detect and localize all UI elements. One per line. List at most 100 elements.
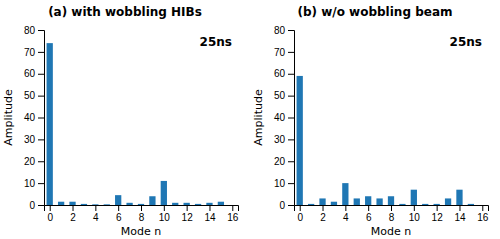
tick: 10 <box>24 178 44 189</box>
bar <box>456 190 462 205</box>
tick-mark <box>482 205 483 211</box>
x-axis-label: Mode n <box>121 225 161 238</box>
tick: 80 <box>274 25 294 36</box>
tick: 12 <box>182 205 194 223</box>
axis-line <box>38 31 45 206</box>
tick: 0 <box>297 205 303 223</box>
axis-line <box>288 31 295 206</box>
tick: 8 <box>139 205 145 223</box>
tick: 20 <box>24 156 44 167</box>
tick: 2 <box>320 205 326 223</box>
x-axis-label: Mode n <box>371 225 411 238</box>
bar <box>184 203 190 205</box>
tick-label: 8 <box>139 212 145 223</box>
tick-label: 10 <box>274 178 286 189</box>
tick: 10 <box>409 205 421 223</box>
tick-mark <box>50 205 51 211</box>
bar <box>342 183 348 205</box>
tick-label: 40 <box>24 112 36 123</box>
tick: 20 <box>274 156 294 167</box>
tick-label: 8 <box>389 212 395 223</box>
bar <box>81 204 87 205</box>
bar <box>206 203 212 205</box>
tick-label: 14 <box>204 212 216 223</box>
annotation: 25ns <box>200 35 232 49</box>
tick-label: 70 <box>274 47 286 58</box>
bar <box>376 198 382 205</box>
tick: 30 <box>274 134 294 145</box>
tick-mark <box>459 205 460 211</box>
tick-mark <box>38 74 44 75</box>
bar <box>388 196 394 205</box>
axis-line <box>45 206 239 212</box>
tick: 40 <box>24 112 44 123</box>
tick-label: 20 <box>274 156 286 167</box>
bar <box>149 196 155 205</box>
tick: 50 <box>24 90 44 101</box>
tick: 0 <box>47 205 53 223</box>
tick-label: 16 <box>477 212 489 223</box>
tick-label: 10 <box>24 178 36 189</box>
bar <box>331 202 337 205</box>
bar <box>138 204 144 205</box>
tick: 80 <box>24 25 44 36</box>
tick: 14 <box>204 205 216 223</box>
bar <box>58 202 64 205</box>
tick-label: 4 <box>343 212 349 223</box>
tick-label: 0 <box>297 212 303 223</box>
tick-mark <box>164 205 165 211</box>
tick-mark <box>437 205 438 211</box>
x-axis: 0246810121416 <box>295 205 489 223</box>
bar <box>161 181 167 205</box>
tick: 70 <box>274 47 294 58</box>
bar <box>308 204 314 205</box>
y-axis: 01020304050607080 <box>274 25 295 211</box>
tick-mark <box>232 205 233 211</box>
bar <box>411 190 417 205</box>
tick-mark <box>288 161 294 162</box>
tick-label: 30 <box>24 134 36 145</box>
tick: 6 <box>116 205 122 223</box>
tick-mark <box>288 183 294 184</box>
tick-mark <box>141 205 142 211</box>
bar <box>319 198 325 205</box>
axis-line <box>295 206 489 212</box>
tick-label: 4 <box>93 212 99 223</box>
tick-mark <box>288 139 294 140</box>
figure: (a) with wobbling HIBs024681012141601020… <box>0 0 500 239</box>
bar <box>354 198 360 205</box>
tick-mark <box>38 118 44 119</box>
tick-mark <box>414 205 415 211</box>
tick-mark <box>300 205 301 211</box>
tick-label: 10 <box>409 212 421 223</box>
bar <box>69 202 75 205</box>
bar <box>115 195 121 205</box>
tick-label: 70 <box>24 47 36 58</box>
tick: 8 <box>389 205 395 223</box>
tick-mark <box>38 161 44 162</box>
bar <box>126 203 132 205</box>
tick-mark <box>288 96 294 97</box>
tick-mark <box>73 205 74 211</box>
tick-label: 50 <box>274 90 286 101</box>
tick: 0 <box>29 200 44 211</box>
tick: 50 <box>274 90 294 101</box>
tick: 60 <box>24 68 44 79</box>
tick-mark <box>288 30 294 31</box>
tick-label: 12 <box>182 212 194 223</box>
tick-mark <box>187 205 188 211</box>
tick-label: 6 <box>116 212 122 223</box>
tick-label: 20 <box>24 156 36 167</box>
tick-mark <box>288 205 294 206</box>
tick-mark <box>288 74 294 75</box>
tick: 10 <box>159 205 171 223</box>
annotation: 25ns <box>450 35 482 49</box>
tick-mark <box>38 205 44 206</box>
bar <box>399 204 405 205</box>
tick-label: 2 <box>320 212 326 223</box>
panel: (b) w/o wobbling beam0246810121416010203… <box>252 5 489 238</box>
tick-label: 60 <box>274 68 286 79</box>
bars <box>297 76 474 205</box>
tick: 4 <box>93 205 99 223</box>
tick-label: 40 <box>274 112 286 123</box>
